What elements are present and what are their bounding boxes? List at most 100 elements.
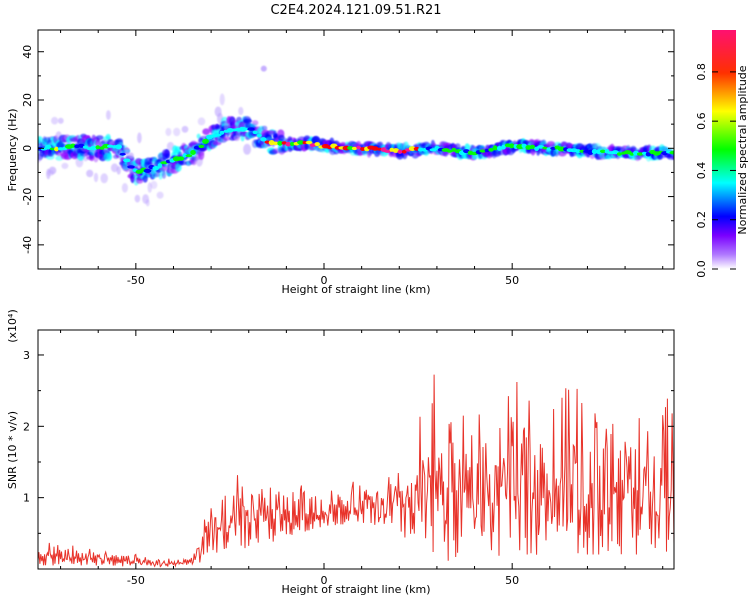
spectral-blob (145, 199, 150, 207)
spectral-core (182, 153, 188, 158)
spectral-core (285, 141, 292, 147)
spectral-core (351, 146, 358, 151)
spectral-core (645, 152, 652, 157)
spectral-blob (197, 117, 206, 126)
spectral-blob (243, 143, 252, 155)
spectral-core (54, 146, 59, 152)
spectral-core (429, 148, 437, 152)
spectral-core (488, 148, 494, 152)
snr-series-line (38, 374, 674, 568)
spectral-core (185, 154, 193, 158)
spectral-core (107, 144, 114, 148)
spectral-core (479, 149, 487, 153)
spectral-core (314, 142, 320, 147)
spectral-core (509, 143, 515, 149)
spectral-core (305, 140, 313, 145)
y-tick-label: 2 (23, 420, 30, 433)
spectral-blob (86, 169, 94, 178)
spectral-blob (219, 93, 225, 106)
spectral-blob (121, 183, 128, 193)
spectral-core (575, 149, 581, 154)
y-tick-label: 3 (23, 349, 30, 362)
spectral-core (636, 152, 644, 156)
snr-panel: -50 0 50 1 2 3 Height of straight line (km) S… (6, 309, 675, 596)
spectral-core (401, 149, 407, 154)
spectral-core (252, 130, 258, 135)
y-tick-label: 1 (23, 492, 30, 505)
spectral-blob (161, 170, 167, 179)
spectral-core (297, 140, 305, 145)
spectral-blob (150, 180, 158, 190)
spectral-blob (51, 116, 59, 125)
spectral-core (417, 147, 424, 152)
spectral-blob (95, 135, 104, 141)
spectral-core (599, 149, 606, 153)
spectral-blob (134, 194, 141, 203)
spectral-blob (252, 120, 259, 126)
spectral-blob (61, 162, 69, 169)
spectral-core (557, 146, 566, 152)
spectral-blob (243, 118, 253, 124)
spectral-blob (93, 172, 99, 183)
spectral-core (95, 145, 101, 150)
spectrogram-panel: -50 0 50 -40 -20 0 20 40 Height of straight lin… (6, 29, 675, 296)
snr-plot-area (38, 374, 674, 568)
x-tick-label: 0 (321, 274, 328, 287)
spectral-blob (57, 117, 64, 124)
spectral-blob (107, 153, 112, 160)
spectral-core (119, 152, 126, 156)
spectral-core (127, 165, 135, 169)
spectral-blob (238, 106, 244, 116)
spectral-core (157, 163, 163, 169)
spectral-core (198, 144, 205, 149)
spectral-core (360, 147, 366, 151)
spectral-core (247, 127, 255, 131)
x-tick-label: -50 (127, 574, 145, 587)
spectral-core (49, 147, 55, 151)
snr-x-label: Height of straight line (km) (281, 583, 430, 596)
colorbar-tick-label: 0.8 (695, 63, 708, 81)
spectral-core (44, 144, 52, 150)
spectral-blob (178, 160, 188, 166)
spectral-core (596, 149, 602, 154)
spectral-blob (277, 134, 285, 142)
spectral-core (143, 168, 152, 173)
spectral-core (176, 156, 185, 161)
colorbar-tick-label: 0.4 (695, 162, 708, 180)
spectral-blob (124, 146, 130, 159)
spectral-core (484, 149, 490, 153)
colorbar-tick-label: 0.0 (695, 260, 708, 278)
spectral-core (281, 141, 287, 145)
colorbar: 0.0 0.2 0.4 0.6 0.8 Normalized spectral ampl… (695, 30, 749, 278)
spectral-core (152, 166, 160, 171)
spectral-blob (165, 127, 172, 137)
spectral-core (669, 150, 674, 155)
spectrogram-x-label: Height of straight line (km) (281, 283, 430, 296)
spectral-blob (202, 128, 211, 135)
spectral-blob (89, 154, 95, 162)
spectral-core (214, 133, 222, 137)
spectral-blob (100, 173, 108, 184)
spectral-core (525, 145, 532, 150)
spectral-blob (222, 136, 231, 141)
spectral-core (542, 146, 548, 150)
spectral-blob (135, 177, 144, 184)
spectral-blob (110, 163, 119, 173)
spectrogram-heatmap (38, 65, 674, 207)
x-tick-label: 50 (505, 274, 519, 287)
spectral-core (392, 148, 399, 153)
snr-y-label: SNR (10 * v/v) (6, 411, 19, 489)
spectral-blob (156, 191, 164, 199)
spectral-blob (105, 133, 111, 140)
x-tick-label: -50 (127, 274, 145, 287)
spectral-blob (261, 125, 268, 131)
y-tick-label: -20 (21, 188, 34, 206)
spectral-core (239, 126, 247, 132)
colorbar-gradient (712, 30, 736, 269)
spectral-core (82, 145, 88, 149)
spectrogram-frame (37, 29, 675, 270)
spectral-blob (116, 166, 121, 175)
spectral-blob (48, 166, 57, 175)
spectral-core (611, 150, 619, 155)
